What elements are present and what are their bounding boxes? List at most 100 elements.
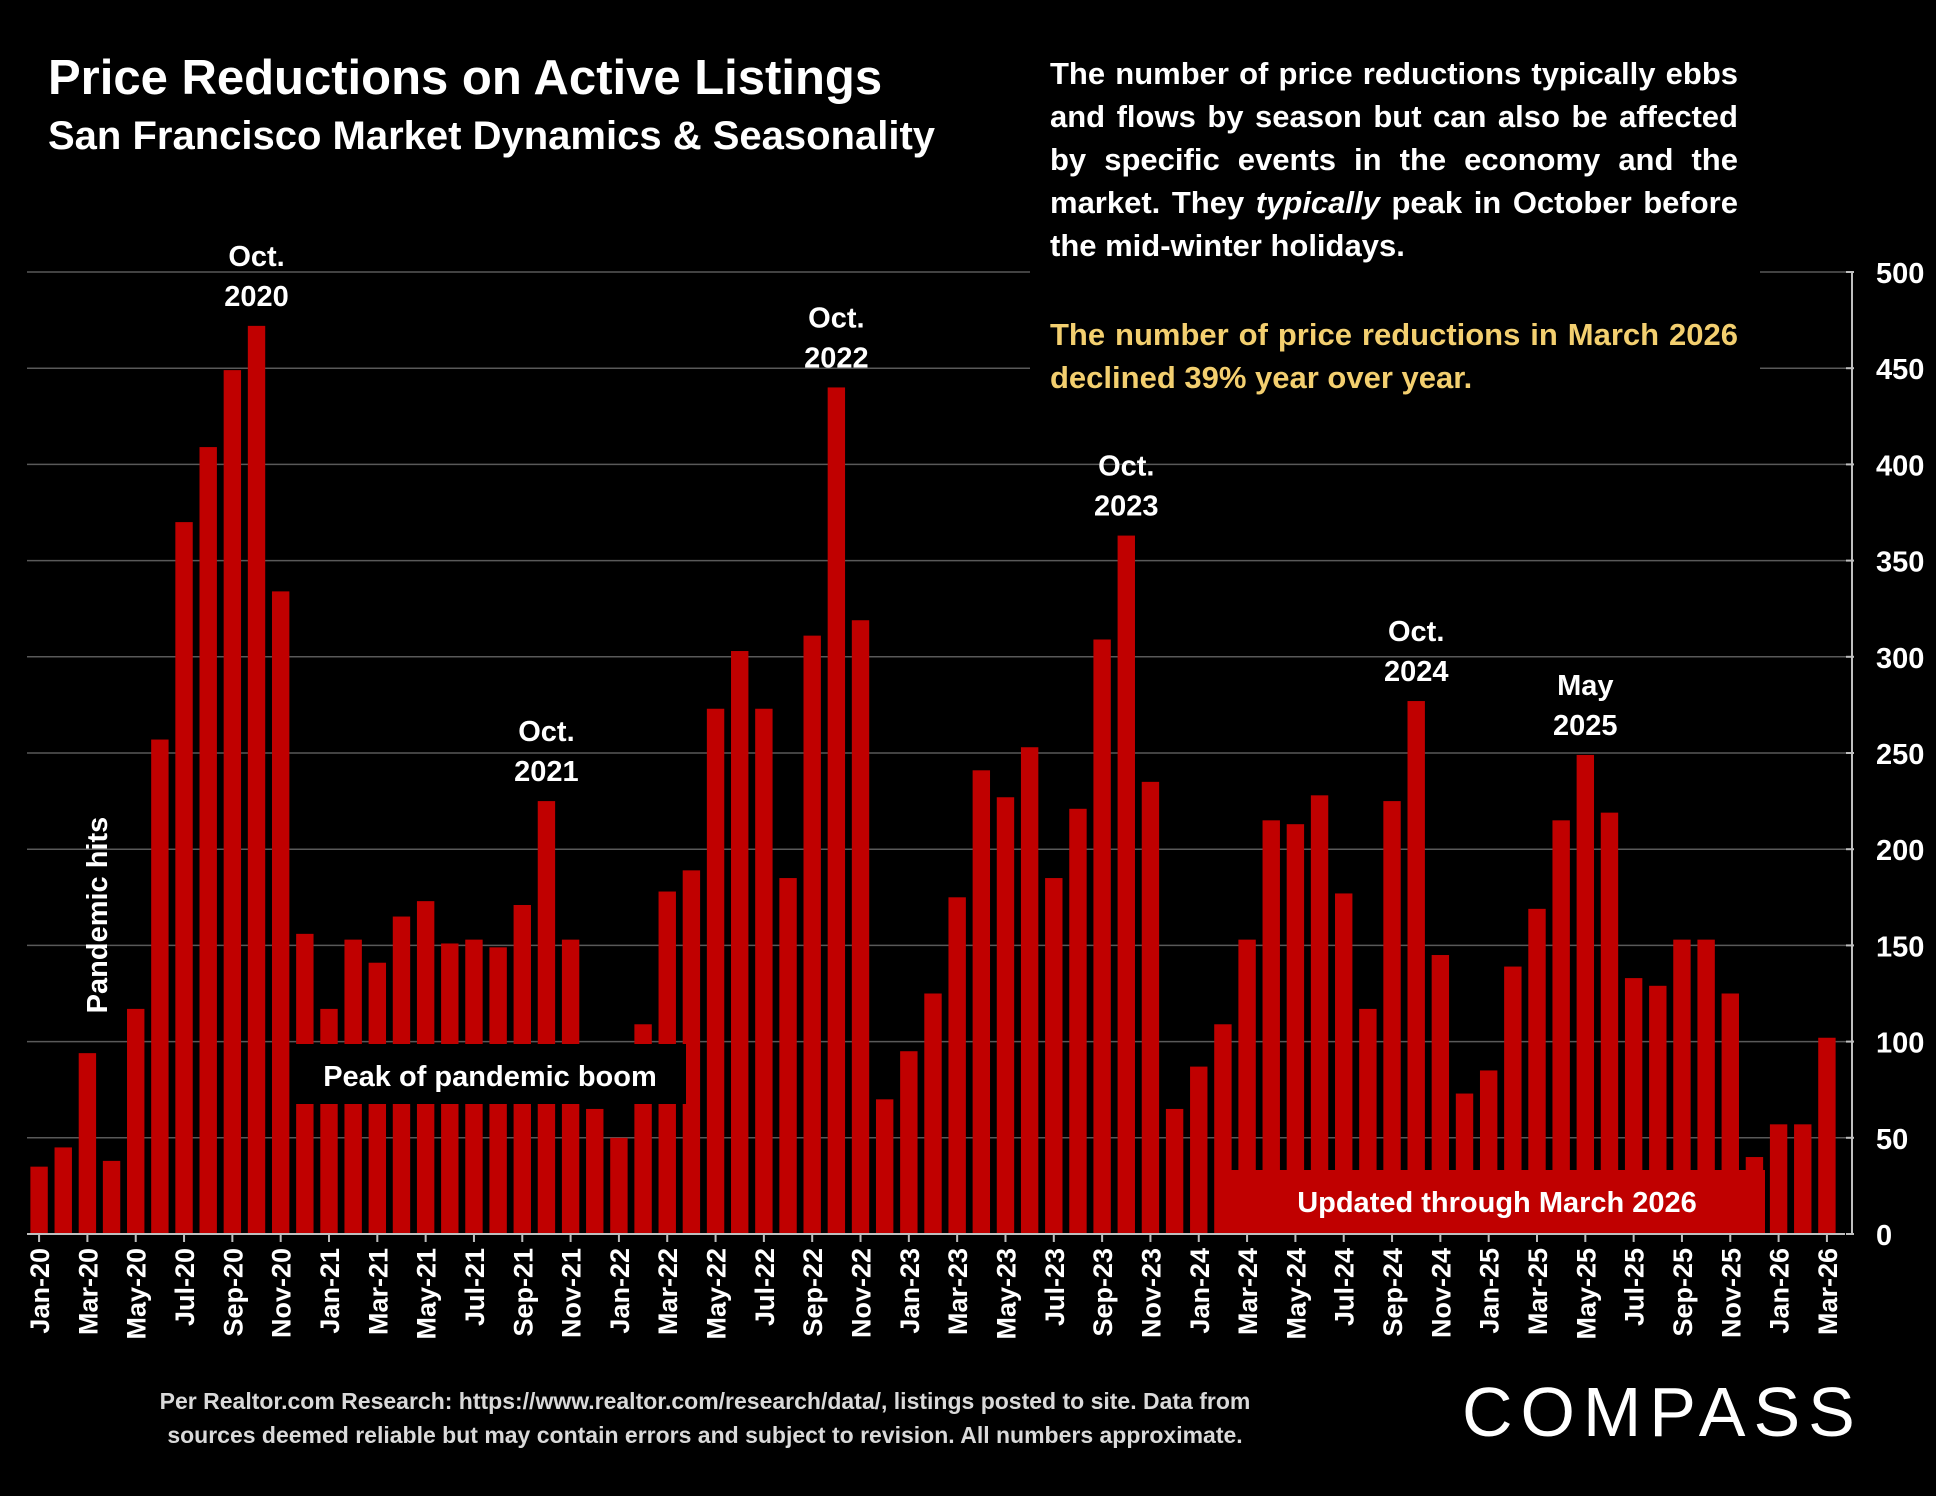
- y-tick-label: 200: [1876, 835, 1924, 867]
- x-tick-label: Sep-22: [798, 1248, 828, 1337]
- bar: [1673, 939, 1691, 1234]
- pandemic-hits-label: Pandemic hits: [82, 817, 114, 1014]
- highlight-text: The number of price reductions in March …: [1050, 317, 1738, 395]
- x-tick-label: May-24: [1281, 1248, 1311, 1340]
- bar: [247, 325, 266, 1234]
- bar: [1020, 747, 1039, 1234]
- bar: [175, 522, 193, 1234]
- bar: [1069, 808, 1087, 1234]
- peak-annotation: May: [1557, 670, 1613, 702]
- x-tick-label: Mar-23: [943, 1248, 973, 1335]
- bar: [1335, 893, 1353, 1234]
- bar: [731, 651, 749, 1234]
- bar: [54, 1147, 72, 1234]
- y-tick-label: 0: [1876, 1220, 1892, 1252]
- bar: [924, 993, 942, 1234]
- x-tick-label: Sep-23: [1088, 1248, 1118, 1337]
- bar: [199, 447, 217, 1235]
- bar: [706, 708, 725, 1234]
- bar: [271, 591, 290, 1234]
- axes: 0 50 100 150 200 250 300 350 400 450 500 Jan-20 Mar-…: [25, 258, 1924, 1340]
- peak-annotation: 2024: [1384, 656, 1449, 688]
- bar: [30, 1166, 48, 1234]
- x-tick-label: Mar-26: [1813, 1248, 1843, 1335]
- bar: [996, 797, 1015, 1234]
- bar: [1769, 1124, 1788, 1234]
- bar: [610, 1137, 628, 1234]
- peak-annotation: 2025: [1553, 710, 1618, 742]
- bar: [1504, 966, 1522, 1234]
- pandemic-boom-label: Peak of pandemic boom: [323, 1061, 657, 1093]
- bar: [586, 1108, 604, 1234]
- band-labels: Pandemic hits Peak of pandemic boom Update…: [82, 817, 1765, 1233]
- y-tick-label: 500: [1876, 258, 1924, 290]
- bar: [1600, 812, 1619, 1234]
- peak-annotation: Oct.: [1098, 451, 1154, 483]
- x-tick-label: Jan-25: [1475, 1248, 1505, 1334]
- bar: [1286, 824, 1305, 1234]
- peak-annotation: 2023: [1094, 491, 1159, 523]
- bar: [1045, 878, 1063, 1234]
- x-tick-label: Nov-24: [1426, 1248, 1456, 1338]
- bar: [779, 878, 797, 1234]
- x-tick-label: Nov-20: [267, 1248, 297, 1338]
- chart-title: Price Reductions on Active Listings: [48, 51, 883, 105]
- bar: [1697, 939, 1715, 1234]
- bar: [1141, 781, 1160, 1234]
- x-tick-label: May-22: [702, 1248, 732, 1340]
- x-tick-label: Jul-25: [1620, 1248, 1650, 1326]
- x-tick-label: Jul-24: [1330, 1248, 1360, 1326]
- x-tick-label: Jan-20: [25, 1248, 55, 1334]
- x-tick-label: Mar-22: [653, 1248, 683, 1335]
- x-tick-label: Mar-21: [363, 1248, 393, 1335]
- x-tick-label: Jan-21: [315, 1248, 345, 1334]
- x-tick-label: May-21: [412, 1248, 442, 1340]
- peak-annotation: 2021: [514, 756, 579, 788]
- y-tick-label: 100: [1876, 1028, 1924, 1060]
- x-tick-label: Sep-24: [1378, 1248, 1408, 1337]
- x-tick-label: Mar-20: [73, 1248, 103, 1335]
- peak-annotation: Oct.: [808, 302, 864, 334]
- peak-annotation: 2022: [804, 342, 869, 374]
- bar: [1190, 1066, 1208, 1234]
- bar: [851, 620, 870, 1234]
- x-tick-label: Nov-25: [1716, 1248, 1746, 1338]
- x-tick-label: May-25: [1571, 1248, 1601, 1340]
- y-tick-label: 350: [1876, 547, 1924, 579]
- x-tick-label: May-23: [991, 1248, 1021, 1340]
- x-tick-label: Mar-24: [1233, 1248, 1263, 1335]
- description-part-2: peak in October before the mid-winter ho…: [1050, 185, 1738, 263]
- x-tick-label: Mar-25: [1523, 1248, 1553, 1335]
- peak-annotation: Oct.: [1388, 616, 1444, 648]
- bar: [1165, 1108, 1184, 1234]
- bar: [1262, 820, 1280, 1234]
- x-tick-label: Jan-22: [605, 1248, 635, 1334]
- pandemic-boom-box: [295, 1044, 686, 1104]
- bar: [1407, 701, 1425, 1234]
- bar: [682, 870, 701, 1234]
- bar: [1794, 1124, 1812, 1234]
- updated-label: Updated through March 2026: [1297, 1187, 1697, 1219]
- chart-subtitle: San Francisco Market Dynamics & Seasonal…: [48, 114, 936, 158]
- bar: [1818, 1037, 1836, 1234]
- x-tick-label: Jan-23: [895, 1248, 925, 1334]
- x-tick-label: Sep-20: [218, 1248, 248, 1337]
- bar: [1093, 639, 1111, 1234]
- bar: [948, 897, 966, 1234]
- x-tick-label: Jul-22: [750, 1248, 780, 1326]
- peak-annotation: Oct.: [518, 716, 574, 748]
- bar: [875, 1099, 894, 1234]
- x-tick-label: Sep-21: [508, 1248, 538, 1337]
- bar: [1383, 801, 1401, 1234]
- description-part-1: The number of price reductions typically…: [1050, 56, 1738, 220]
- bar: [900, 1051, 918, 1234]
- y-tick-label: 450: [1876, 354, 1924, 386]
- x-tick-label: Jul-20: [170, 1248, 200, 1326]
- x-tick-label: Sep-25: [1668, 1248, 1698, 1337]
- x-tick-label: Nov-21: [557, 1248, 587, 1338]
- compass-logo: COMPASS: [1462, 1373, 1863, 1451]
- peak-annotation: Oct.: [228, 241, 284, 273]
- x-tick-label: Nov-23: [1136, 1248, 1166, 1338]
- y-tick-label: 250: [1876, 739, 1924, 771]
- y-tick-label: 50: [1876, 1124, 1908, 1156]
